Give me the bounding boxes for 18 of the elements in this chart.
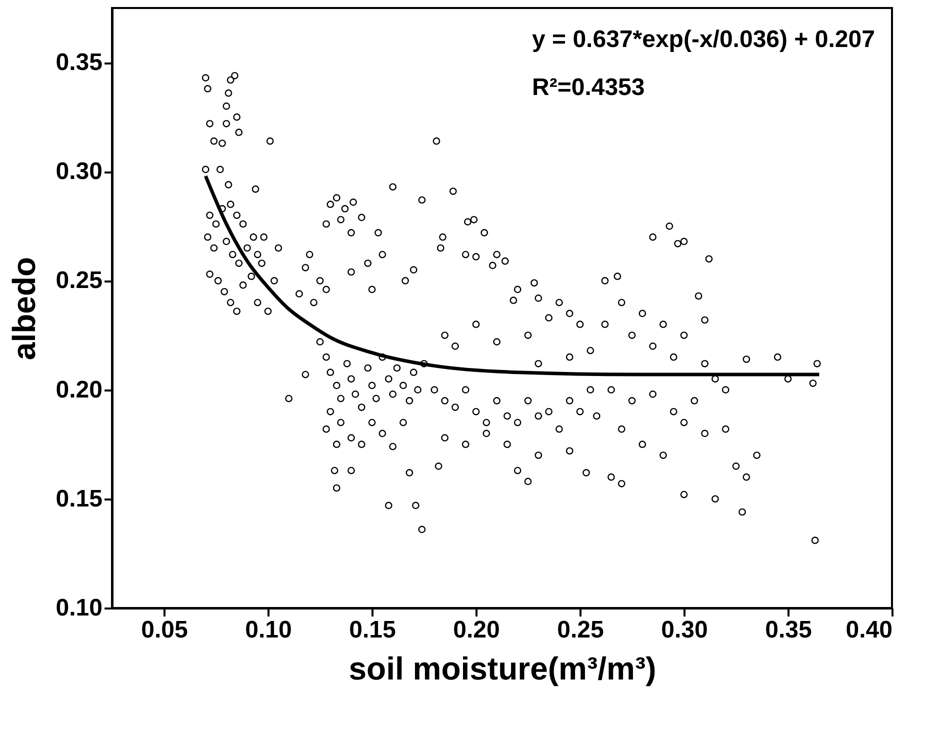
y-tick-label: 0.20 [56,376,102,404]
x-axis-title: soil moisture(m³/m³) [348,650,656,686]
y-tick-label: 0.30 [56,158,102,186]
x-tick-label: 0.30 [661,616,708,644]
x-tick-label: 0.40 [846,616,892,644]
y-tick-label: 0.35 [56,49,102,76]
x-tick-label: 0.25 [557,616,604,644]
x-tick-label: 0.10 [245,616,292,644]
y-axis-title: albedo [6,256,42,360]
x-tick-label: 0.15 [349,616,396,644]
x-tick-label: 0.05 [141,616,188,644]
annotation: y = 0.637*exp(-x/0.036) + 0.207 [532,26,875,53]
y-tick-label: 0.10 [56,594,102,622]
x-tick-label: 0.20 [453,616,500,644]
annotation: R²=0.4353 [532,74,645,101]
y-tick-label: 0.15 [56,485,102,512]
y-tick-label: 0.25 [56,267,102,294]
x-tick-label: 0.35 [765,616,812,644]
